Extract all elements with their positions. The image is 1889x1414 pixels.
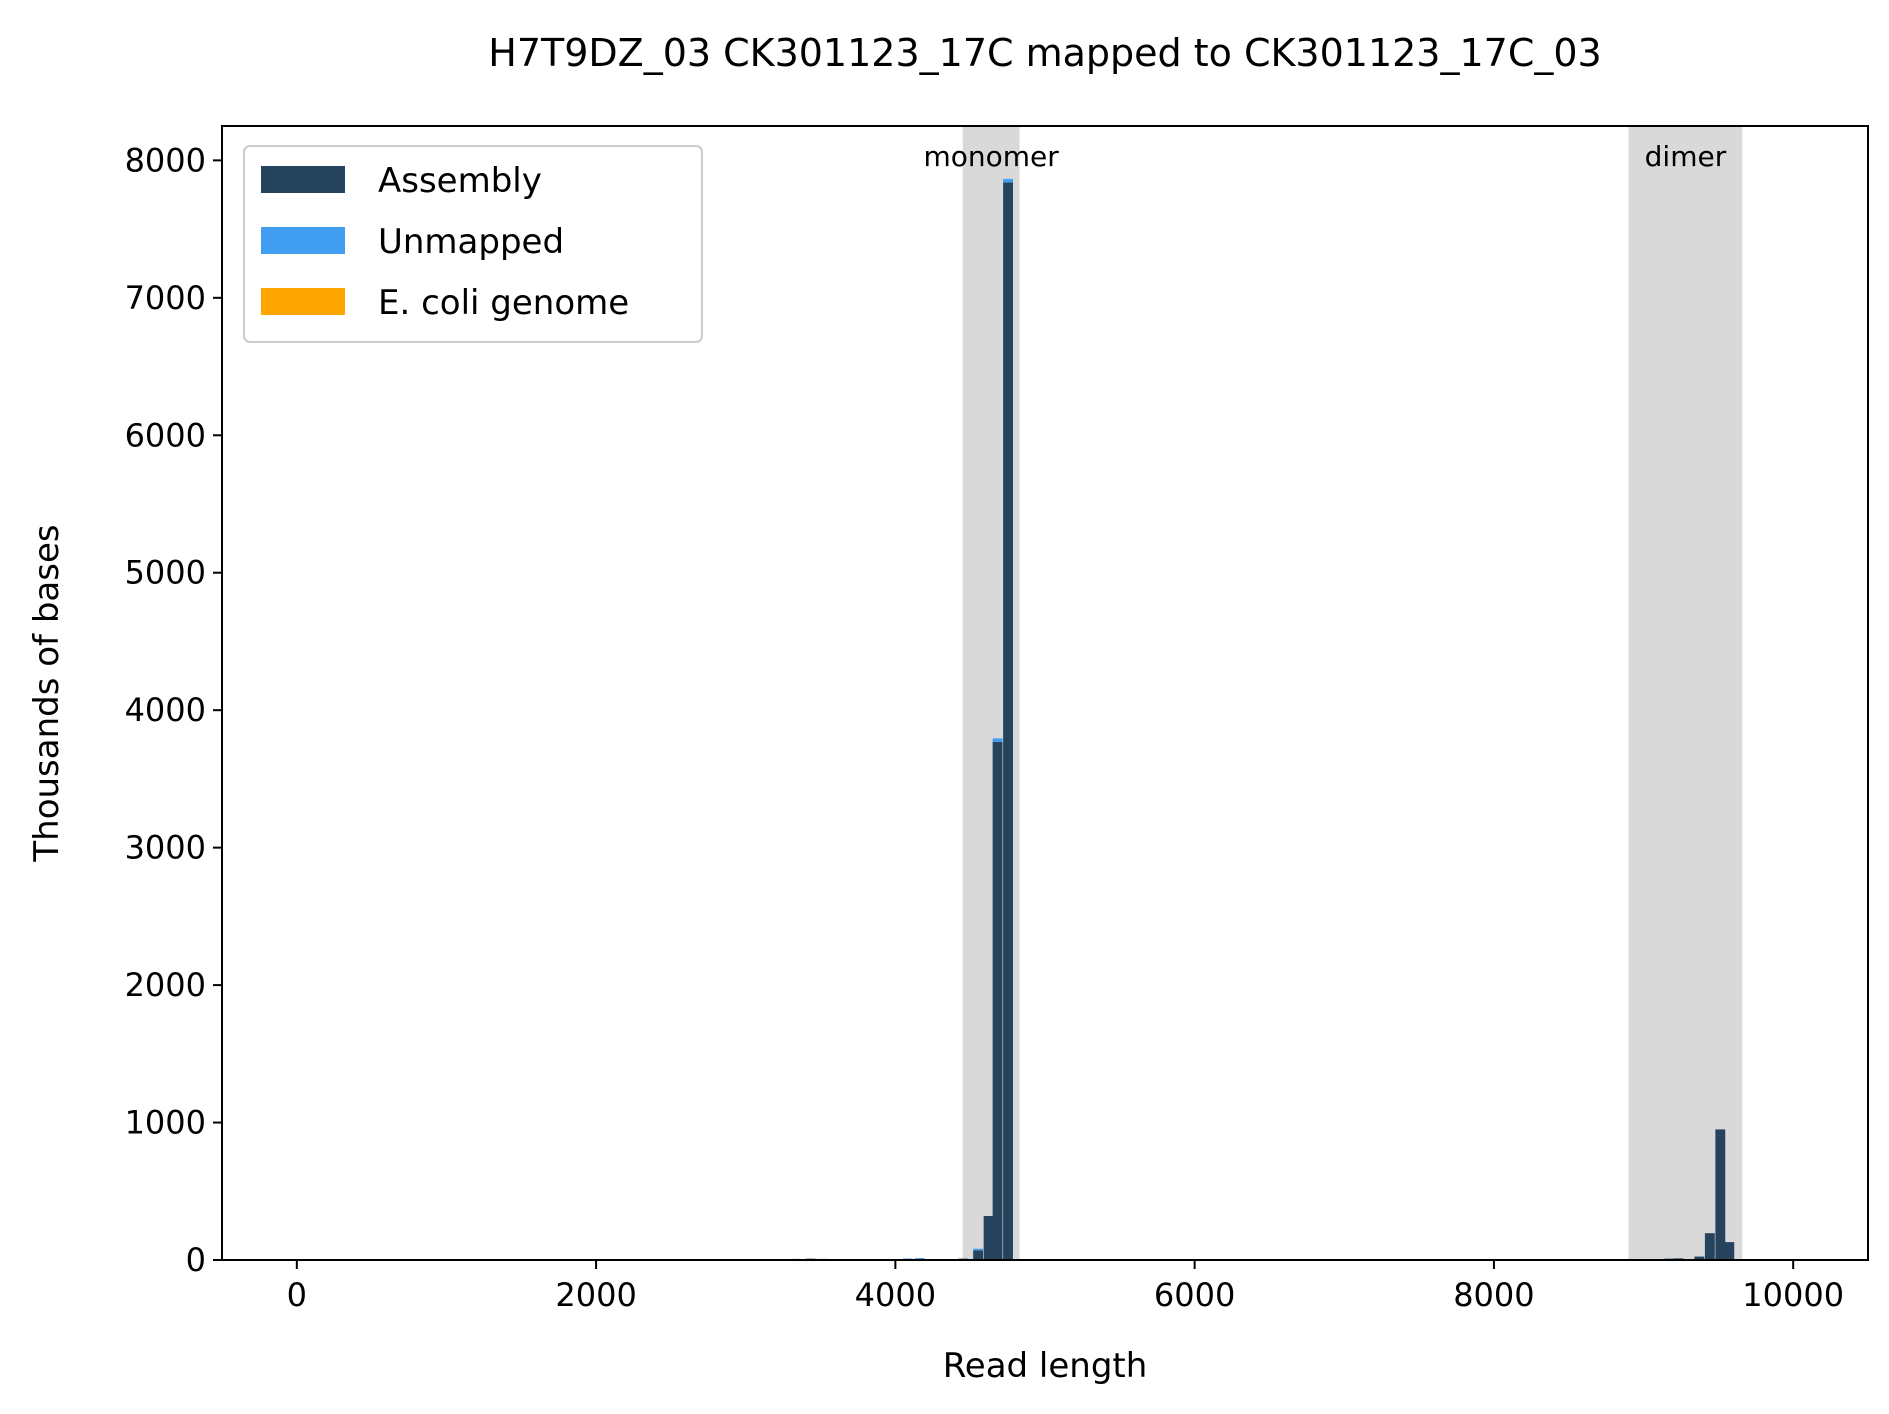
x-tick-label: 8000	[1453, 1276, 1534, 1314]
region-label-monomer: monomer	[923, 140, 1059, 173]
legend-swatch-unmapped	[261, 227, 345, 254]
y-tick-label: 0	[186, 1241, 206, 1279]
chart-title: H7T9DZ_03 CK301123_17C mapped to CK30112…	[488, 31, 1601, 75]
legend: Assembly Unmapped E. coli genome	[243, 145, 703, 343]
bar-assembly-9540	[1724, 1242, 1735, 1260]
bar-assembly-9340	[1694, 1256, 1705, 1260]
x-axis-label: Read length	[943, 1346, 1148, 1386]
y-tick-label: 4000	[125, 691, 206, 729]
bar-unmapped-4650	[992, 738, 1003, 742]
x-axis-ticks: 0 2000 4000 6000 8000 10000	[287, 1260, 1844, 1314]
y-tick-label: 6000	[125, 416, 206, 454]
bar-assembly-4520	[973, 1250, 984, 1260]
y-tick-label: 8000	[125, 141, 206, 179]
x-tick-label: 4000	[855, 1276, 936, 1314]
legend-box	[243, 145, 703, 343]
legend-label: E. coli genome	[378, 283, 629, 323]
y-tick-label: 5000	[125, 554, 206, 592]
x-tick-label: 0	[287, 1276, 307, 1314]
y-axis-label: Thousands of bases	[27, 524, 67, 862]
y-tick-label: 7000	[125, 279, 206, 317]
legend-swatch-e-coli-genome	[261, 288, 345, 315]
bars	[545, 178, 1735, 1261]
bar-assembly-9480	[1715, 1129, 1726, 1260]
bar-assembly-4650	[992, 741, 1003, 1260]
region-bands: monomer dimer	[923, 126, 1743, 1260]
legend-label: Assembly	[378, 161, 542, 201]
legend-label: Unmapped	[378, 222, 564, 262]
bar-unmapped-4050	[902, 1258, 913, 1260]
bar-unmapped-4520	[973, 1248, 984, 1251]
y-tick-label: 2000	[125, 966, 206, 1004]
x-tick-label: 10000	[1742, 1276, 1844, 1314]
bar-assembly-4720	[1003, 182, 1013, 1261]
bar-unmapped-4130	[914, 1258, 925, 1260]
bar-assembly-9410	[1704, 1233, 1715, 1260]
y-axis-ticks: 0 1000 2000 3000 4000 5000 6000 7000 8000	[125, 141, 222, 1279]
region-label-dimer: dimer	[1645, 140, 1727, 173]
x-tick-label: 6000	[1154, 1276, 1235, 1314]
bar-unmapped-4720	[1003, 178, 1013, 183]
y-tick-label: 3000	[125, 829, 206, 867]
region-band-dimer	[1628, 126, 1743, 1260]
plot-frame	[221, 125, 1869, 1261]
bar-assembly-4590	[983, 1216, 994, 1260]
legend-swatch-assembly	[261, 166, 345, 193]
y-tick-label: 1000	[125, 1104, 206, 1142]
x-tick-label: 2000	[555, 1276, 636, 1314]
